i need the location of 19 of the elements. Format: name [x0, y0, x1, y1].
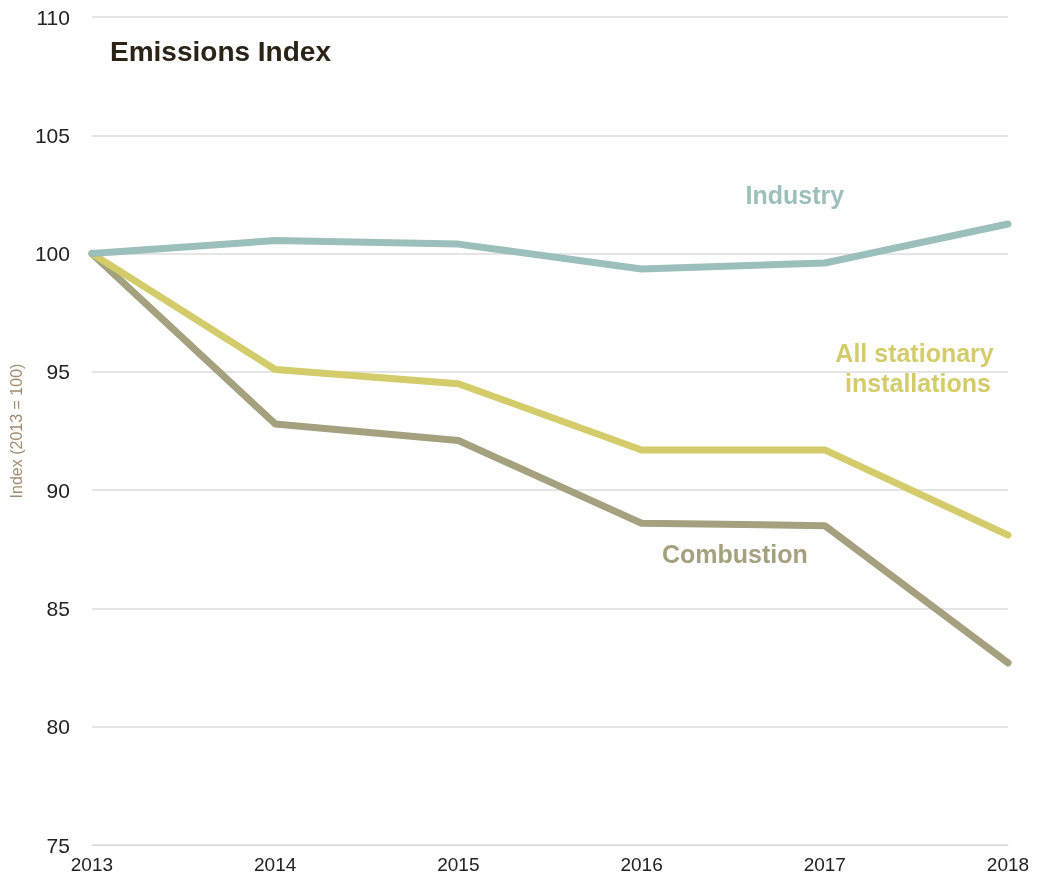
text: All stationary installations: [835, 339, 1001, 398]
y-tick-label: 100: [34, 242, 70, 266]
y-tick-label: 85: [46, 596, 70, 620]
y-tick-label: 75: [46, 833, 70, 857]
y-tick-label: 105: [34, 123, 70, 147]
series-label: Combustion: [661, 539, 808, 568]
series-label: Industry: [745, 181, 845, 210]
x-tick-label: 2016: [620, 854, 663, 875]
x-tick-label: 2017: [803, 854, 846, 875]
y-axis-title: Index (2013 = 100): [7, 363, 25, 499]
y-tick-label: 80: [46, 715, 70, 739]
text: Emissions Index: [110, 35, 332, 67]
y-tick-label: 110: [36, 5, 70, 29]
x-tick-label: 2015: [437, 854, 480, 875]
x-tick-label: 2014: [254, 854, 297, 875]
x-tick-label: 2013: [70, 854, 114, 875]
y-tick-label: 90: [46, 478, 70, 502]
x-tick-label: 2018: [986, 854, 1030, 875]
y-tick-label: 95: [46, 360, 70, 384]
